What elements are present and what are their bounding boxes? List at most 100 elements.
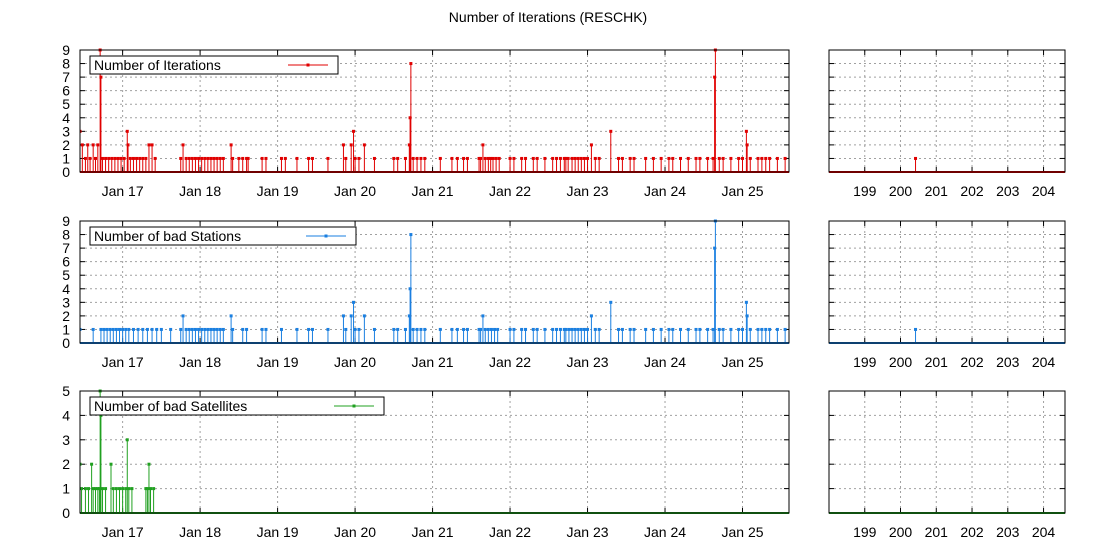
- data-point: [128, 156, 132, 160]
- legend-label: Number of bad Stations: [94, 228, 241, 244]
- data-point: [144, 487, 148, 491]
- x-tick-label: Jan 24: [644, 183, 686, 199]
- y-tick-label: 2: [62, 137, 70, 153]
- data-point: [407, 314, 411, 318]
- data-point: [131, 156, 135, 160]
- data-point: [357, 156, 361, 160]
- data-point: [246, 156, 250, 160]
- data-point: [659, 156, 663, 160]
- x-tick-label: 199: [853, 524, 877, 540]
- data-point: [760, 156, 764, 160]
- data-point: [80, 327, 82, 331]
- data-point: [494, 156, 498, 160]
- data-point: [679, 156, 683, 160]
- data-point: [145, 327, 149, 331]
- data-point: [190, 327, 194, 331]
- data-point: [564, 156, 568, 160]
- data-point: [99, 75, 103, 79]
- data-point: [111, 327, 115, 331]
- data-point: [90, 462, 94, 466]
- data-point: [127, 327, 131, 331]
- data-point: [667, 156, 671, 160]
- data-point: [481, 314, 485, 318]
- data-point: [150, 327, 154, 331]
- data-point: [105, 327, 109, 331]
- data-point: [570, 156, 574, 160]
- data-point: [114, 487, 118, 491]
- plot-frame: [79, 49, 790, 173]
- y-tick-label: 4: [62, 110, 70, 126]
- data-point: [617, 156, 621, 160]
- data-point: [200, 327, 204, 331]
- data-point: [349, 314, 353, 318]
- data-point: [706, 327, 710, 331]
- data-point: [295, 327, 299, 331]
- x-tick-label: 200: [889, 354, 913, 370]
- data-point: [551, 156, 555, 160]
- data-point: [130, 487, 134, 491]
- data-point: [83, 156, 87, 160]
- data-point: [479, 327, 483, 331]
- data-point: [135, 156, 139, 160]
- data-point: [212, 327, 216, 331]
- y-tick-label: 5: [62, 96, 70, 112]
- data-point: [783, 156, 787, 160]
- data-point: [508, 156, 512, 160]
- data-point: [508, 327, 512, 331]
- data-point: [748, 156, 752, 160]
- data-point: [586, 327, 590, 331]
- data-point: [149, 487, 153, 491]
- data-point: [409, 62, 413, 66]
- data-point: [713, 75, 717, 79]
- data-point: [455, 327, 459, 331]
- data-point: [127, 487, 131, 491]
- y-tick-label: 8: [62, 227, 70, 243]
- data-point: [96, 487, 100, 491]
- x-tick-label: Jan 20: [334, 183, 376, 199]
- data-point: [138, 156, 142, 160]
- data-point: [462, 327, 466, 331]
- chart-title: Number of Iterations (RESCHK): [449, 9, 647, 25]
- y-tick-label: 0: [62, 505, 70, 521]
- data-point: [524, 327, 528, 331]
- x-tick-label: Jan 22: [489, 183, 531, 199]
- data-point: [155, 327, 159, 331]
- data-point: [481, 143, 485, 147]
- y-tick-label: 6: [62, 254, 70, 270]
- data-point: [479, 156, 483, 160]
- data-point: [531, 327, 535, 331]
- x-tick-label: Jan 25: [721, 354, 763, 370]
- data-point: [721, 327, 725, 331]
- data-point: [352, 300, 356, 304]
- data-point: [589, 143, 593, 147]
- legend-marker: [306, 63, 310, 67]
- data-point: [450, 327, 454, 331]
- y-tick-label: 3: [62, 432, 70, 448]
- x-tick-label: 200: [889, 183, 913, 199]
- data-point: [483, 327, 487, 331]
- data-point: [564, 327, 568, 331]
- data-point: [694, 327, 698, 331]
- data-point: [407, 143, 411, 147]
- data-point: [783, 327, 787, 331]
- data-point: [462, 156, 466, 160]
- data-point: [455, 156, 459, 160]
- data-point: [353, 327, 357, 331]
- x-tick-label: 204: [1032, 183, 1056, 199]
- data-point: [279, 327, 283, 331]
- data-point: [326, 327, 330, 331]
- data-point: [100, 487, 104, 491]
- x-tick-label: 204: [1032, 524, 1056, 540]
- data-point: [344, 327, 348, 331]
- data-point: [392, 156, 396, 160]
- data-point: [353, 156, 357, 160]
- data-point: [187, 327, 191, 331]
- x-tick-label: 203: [996, 354, 1020, 370]
- data-point: [491, 156, 495, 160]
- data-point: [667, 327, 671, 331]
- data-point: [193, 156, 197, 160]
- data-point: [512, 156, 516, 160]
- data-point: [486, 327, 490, 331]
- y-tick-label: 8: [62, 56, 70, 72]
